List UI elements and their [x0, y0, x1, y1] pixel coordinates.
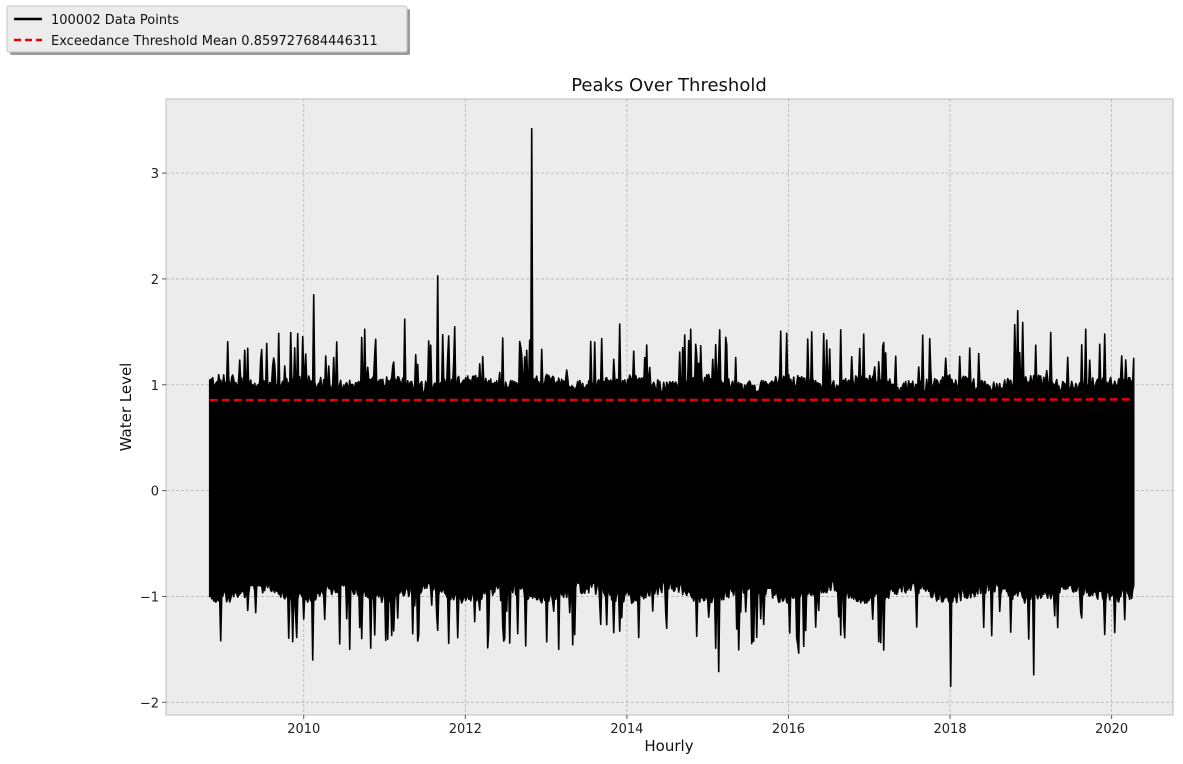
data-points-line: [208, 127, 1135, 688]
x-tick-label: 2020: [1095, 722, 1128, 737]
legend-label-data: 100002 Data Points: [51, 13, 179, 28]
y-tick-label: 2: [151, 273, 159, 288]
y-tick-label: 0: [151, 485, 159, 500]
x-axis-title: Hourly: [644, 737, 693, 755]
x-tick-label: 2012: [449, 722, 482, 737]
x-tick-label: 2016: [772, 722, 805, 737]
legend-label-threshold: Exceedance Threshold Mean 0.859727684446…: [51, 34, 378, 49]
axis-ticks: 2010 2012 2014 2016 2018 2020 −2 −1 0 1 2 3: [140, 167, 1128, 737]
legend: 100002 Data Points Exceedance Threshold …: [6, 5, 410, 55]
x-tick-label: 2014: [610, 722, 643, 737]
threshold-mean-line: [209, 398, 1134, 402]
y-axis-title: Water Level: [117, 363, 135, 452]
y-tick-label: −1: [140, 590, 159, 605]
y-tick-label: 3: [151, 167, 159, 182]
series-group: [208, 127, 1135, 688]
chart-title: Peaks Over Threshold: [571, 75, 767, 96]
x-tick-label: 2018: [934, 722, 967, 737]
y-tick-label: −2: [140, 696, 159, 711]
x-tick-label: 2010: [287, 722, 320, 737]
y-tick-label: 1: [151, 379, 159, 394]
